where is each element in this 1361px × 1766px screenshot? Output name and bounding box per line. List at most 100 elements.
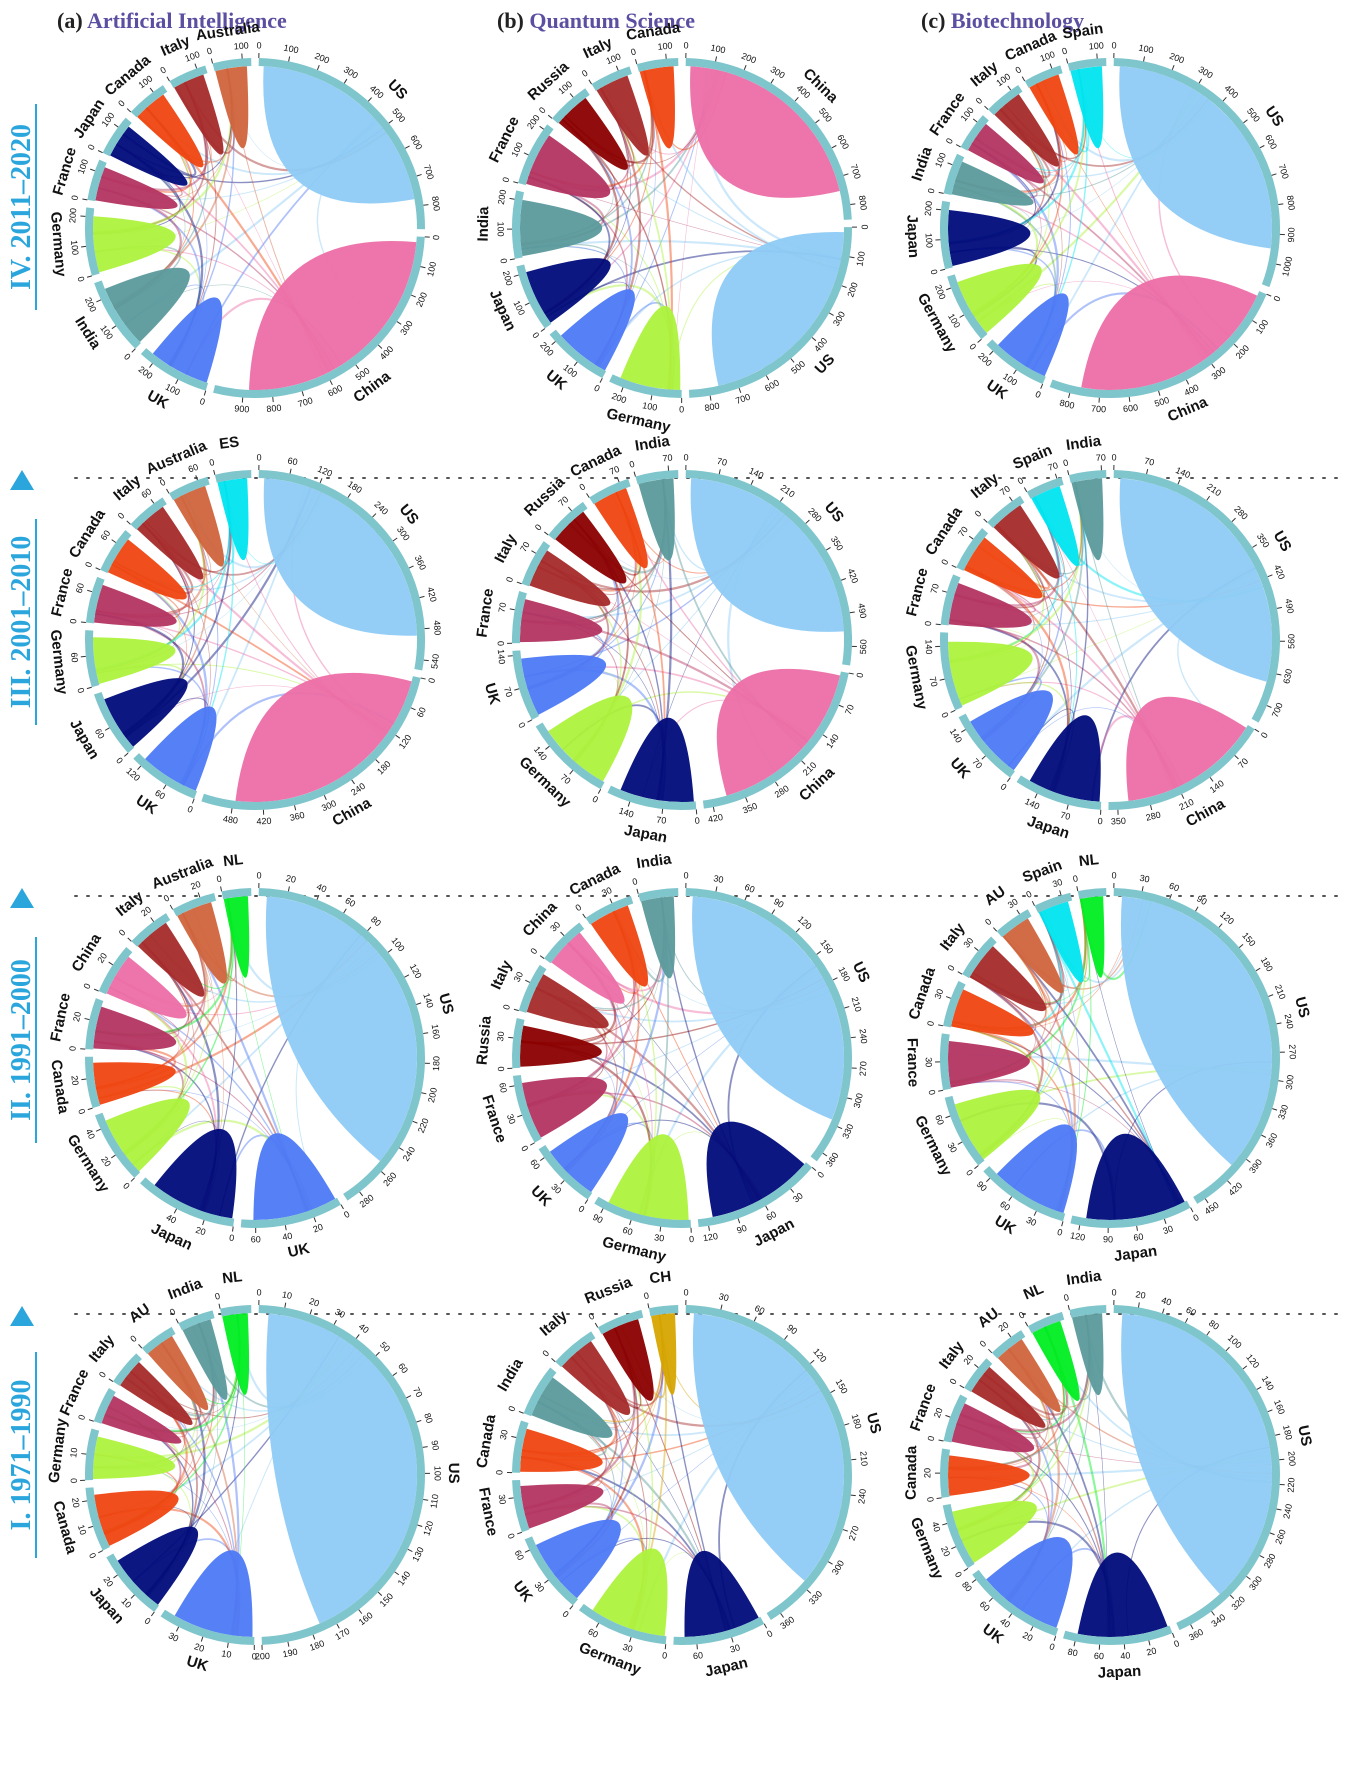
tick-mark [95, 1128, 101, 1132]
sector-nl: 0 NL [1017, 1280, 1080, 1402]
tick-label: 30 [718, 1291, 730, 1303]
tick-mark [595, 1622, 600, 1628]
self-chord-japan [1077, 1552, 1168, 1637]
tick-mark [150, 1611, 155, 1617]
self-chord-au [1002, 918, 1064, 994]
tick-label: 280 [1145, 809, 1162, 822]
sector-arc-canada [512, 1420, 529, 1473]
tick-mark [594, 1322, 599, 1328]
tick-label: 60 [415, 706, 428, 719]
svg-text:II. 1991–2000: II. 1991–2000 [6, 959, 37, 1121]
tick-mark [423, 1499, 429, 1501]
tick-label: 0 [983, 916, 993, 927]
tick-label: 300 [852, 1092, 865, 1109]
tick-mark [1276, 263, 1282, 266]
self-chord-india [638, 478, 675, 561]
tick-mark [938, 1439, 944, 1442]
tick-label: 0 [694, 816, 700, 826]
tick-label: 500 [817, 106, 834, 124]
sector-arc-canada [85, 1056, 101, 1109]
sector-arc-india [178, 1310, 215, 1331]
tick-mark [539, 1157, 545, 1161]
tick-mark [113, 123, 119, 128]
self-chord-canada [107, 539, 187, 600]
tick-mark [938, 1089, 944, 1092]
self-chord-china [1126, 696, 1247, 801]
tick-label: 240 [1281, 1503, 1294, 1520]
tick-mark [530, 1142, 535, 1146]
tick-label: 200 [610, 391, 628, 406]
tick-mark [1016, 909, 1020, 915]
tick-mark [947, 162, 953, 166]
tick-label: 70 [956, 525, 970, 539]
tick-label: 0 [925, 1020, 936, 1027]
tick-label: 0 [256, 1287, 261, 1297]
tick-mark [336, 1623, 340, 1629]
tick-mark [1278, 1080, 1284, 1082]
tick-mark [1158, 390, 1161, 396]
sector-arc-australia [172, 892, 217, 917]
tick-label: 110 [428, 1493, 440, 1509]
self-chord-italy [136, 506, 204, 580]
tick-mark [1150, 804, 1153, 811]
self-chord-germany [92, 216, 176, 273]
tick-label: 20 [285, 873, 297, 885]
tick-mark [850, 1036, 856, 1039]
self-chord-china [106, 956, 187, 1019]
tick-label: 120 [1244, 1352, 1261, 1370]
tick-mark [416, 1002, 422, 1005]
tick-label: 0 [925, 1496, 936, 1502]
tick-label: 0 [643, 1290, 650, 1301]
tick-label: 140 [421, 992, 435, 1009]
self-chord-es [217, 478, 249, 561]
self-chord-india [182, 1319, 228, 1400]
tick-mark [395, 734, 401, 739]
tick-mark [715, 56, 718, 62]
tick-label: 150 [818, 938, 835, 956]
sector-label-us: US [384, 76, 411, 103]
tick-mark [1008, 1196, 1013, 1202]
sector-label-us: US [1294, 1424, 1315, 1448]
tick-mark [1233, 343, 1239, 348]
tick-mark [1067, 470, 1070, 476]
tick-mark [801, 760, 806, 765]
self-chord-france [520, 1484, 604, 1529]
self-chord-japan [948, 209, 1031, 267]
tick-label: 0 [978, 1338, 989, 1349]
sector-arc-france [943, 1394, 968, 1443]
tick-mark [974, 947, 979, 951]
tick-mark [323, 795, 327, 801]
tick-mark [1238, 943, 1244, 948]
tick-label: 170 [333, 1626, 351, 1642]
sector-arc-us [258, 888, 425, 1201]
sector-label-spain: Spain [1061, 20, 1104, 42]
sector-arc-china [1049, 291, 1267, 398]
tick-mark [149, 363, 153, 368]
tick-label: 140 [747, 466, 765, 481]
sector-label-japan: Japan [1097, 1663, 1141, 1682]
sector-label-us: US [445, 1463, 462, 1484]
tick-mark [392, 1372, 398, 1376]
self-chord-italy [174, 74, 224, 155]
tick-label: 0 [1271, 294, 1282, 303]
tick-mark [1259, 1555, 1265, 1559]
tick-mark [82, 198, 88, 201]
tick-mark [844, 1006, 850, 1009]
tick-mark [420, 266, 426, 269]
tick-label: 90 [975, 1179, 989, 1193]
tick-label: 0 [1024, 889, 1033, 900]
tick-mark [347, 493, 352, 498]
tick-mark [599, 377, 603, 383]
tick-mark [87, 589, 93, 593]
sector-label-us: US [812, 351, 839, 378]
tick-label: 210 [779, 483, 797, 500]
tick-mark [582, 913, 586, 919]
tick-label: 0 [683, 870, 688, 880]
tick-mark [411, 294, 416, 298]
tick-label: 400 [1222, 83, 1240, 100]
sector-label-uk: UK [481, 681, 503, 707]
tick-label: 30 [654, 1232, 665, 1243]
sector-arc-nl [1077, 888, 1107, 899]
tick-mark [959, 314, 965, 318]
